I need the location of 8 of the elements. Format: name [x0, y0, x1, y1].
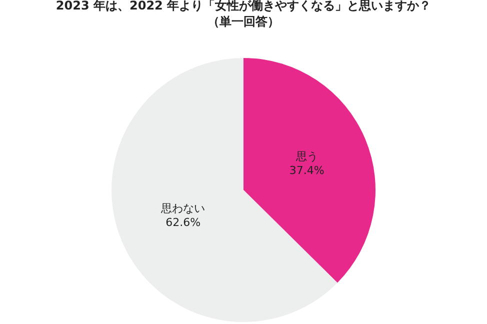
data-label: 37.4%	[289, 164, 324, 178]
slice-label: 思う	[294, 150, 318, 163]
data-label: 62.6%	[166, 216, 201, 230]
chart-title: 2023 年は、2022 年より「女性が働きやすくなる」と思いますか？	[56, 0, 432, 13]
pie-slice	[112, 58, 338, 322]
chart-subtitle: （単一回答）	[208, 14, 280, 28]
slice-label: 思わない	[160, 202, 206, 215]
pie-slice	[244, 58, 376, 283]
